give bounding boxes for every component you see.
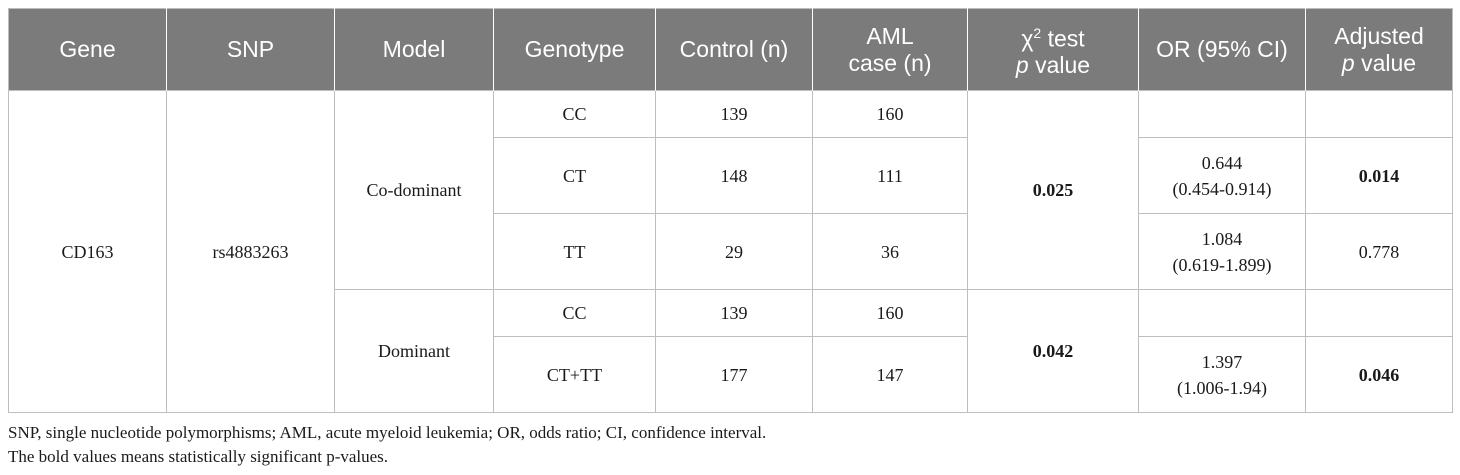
header-control: Control (n) (655, 8, 813, 91)
header-adjusted-p: Adjusted p value (1305, 8, 1453, 91)
header-chi-square-p: χ2 test p value (967, 8, 1139, 91)
snp-cell: rs4883263 (166, 90, 335, 413)
footnote-bold-note: The bold values means statistically sign… (8, 447, 389, 466)
adjusted-p-cell: 0.014 (1305, 137, 1453, 214)
or-ci: (0.454-0.914) (1172, 178, 1272, 199)
footnote-abbreviations: SNP, single nucleotide polymorphisms; AM… (8, 423, 767, 442)
genotype-cell: CT+TT (493, 336, 656, 413)
chi-p-cell: 0.042 (967, 289, 1139, 413)
header-aml-case: AML case (n) (812, 8, 968, 91)
gene-cell: CD163 (8, 90, 167, 413)
aml-cell: 111 (812, 137, 968, 214)
header-chi-symbol: χ (1021, 25, 1034, 52)
adjusted-p-cell (1305, 289, 1453, 337)
adjusted-p-cell: 0.778 (1305, 213, 1453, 290)
table-row: CT+TT 177 147 1.397 (1.006-1.94) 0.046 (9, 336, 1453, 413)
header-chi-test: test (1041, 25, 1085, 52)
control-cell: 29 (655, 213, 813, 290)
or-ci: (1.006-1.94) (1177, 377, 1267, 398)
aml-cell: 36 (812, 213, 968, 290)
or-value: 1.084 (1201, 228, 1243, 249)
header-adjusted: Adjusted (1334, 22, 1424, 49)
aml-cell: 160 (812, 289, 968, 337)
snp-association-table: Gene SNP Model Genotype Control (n) AML c… (8, 8, 1453, 413)
control-cell: 139 (655, 90, 813, 138)
header-adj-p-italic: p (1341, 49, 1355, 76)
genotype-cell: CT (493, 137, 656, 214)
header-odds-ratio: OR (95% CI) (1138, 8, 1306, 91)
table-row: CD163 rs4883263 Co-dominant CC 139 160 0… (8, 90, 1453, 413)
table-row: CT 148 111 0.644 (0.454-0.914) 0.014 (9, 137, 1453, 214)
or-cell: 1.397 (1.006-1.94) (1138, 336, 1306, 413)
or-value: 0.644 (1201, 152, 1243, 173)
model-cell: Co-dominant (334, 90, 494, 290)
or-cell (1138, 90, 1306, 138)
header-chi-superscript: 2 (1033, 24, 1042, 41)
header-gene: Gene (8, 8, 167, 91)
header-adj-value: value (1354, 49, 1417, 76)
header-snp: SNP (166, 8, 335, 91)
header-p-italic: p (1015, 52, 1029, 79)
control-cell: 177 (655, 336, 813, 413)
control-cell: 148 (655, 137, 813, 214)
or-ci: (0.619-1.899) (1172, 254, 1272, 275)
genotype-cell: CC (493, 289, 656, 337)
aml-cell: 147 (812, 336, 968, 413)
adjusted-p-cell: 0.046 (1305, 336, 1453, 413)
or-cell: 1.084 (0.619-1.899) (1138, 213, 1306, 290)
or-cell (1138, 289, 1306, 337)
table-row: Dominant CC 139 160 0.042 (9, 289, 1453, 413)
or-cell: 0.644 (0.454-0.914) (1138, 137, 1306, 214)
header-genotype: Genotype (493, 8, 656, 91)
genotype-cell: TT (493, 213, 656, 290)
header-model: Model (334, 8, 494, 91)
aml-cell: 160 (812, 90, 968, 138)
model-cell: Dominant (334, 289, 494, 413)
control-cell: 139 (655, 289, 813, 337)
chi-p-cell: 0.025 (967, 90, 1139, 290)
genotype-cell: CC (493, 90, 656, 138)
header-aml-line1: AML (866, 22, 914, 49)
header-aml-line2: case (n) (848, 49, 932, 76)
adjusted-p-cell (1305, 90, 1453, 138)
header-p-value: value (1028, 52, 1091, 79)
or-value: 1.397 (1201, 351, 1243, 372)
table-header-row: Gene SNP Model Genotype Control (n) AML c… (8, 8, 1453, 91)
